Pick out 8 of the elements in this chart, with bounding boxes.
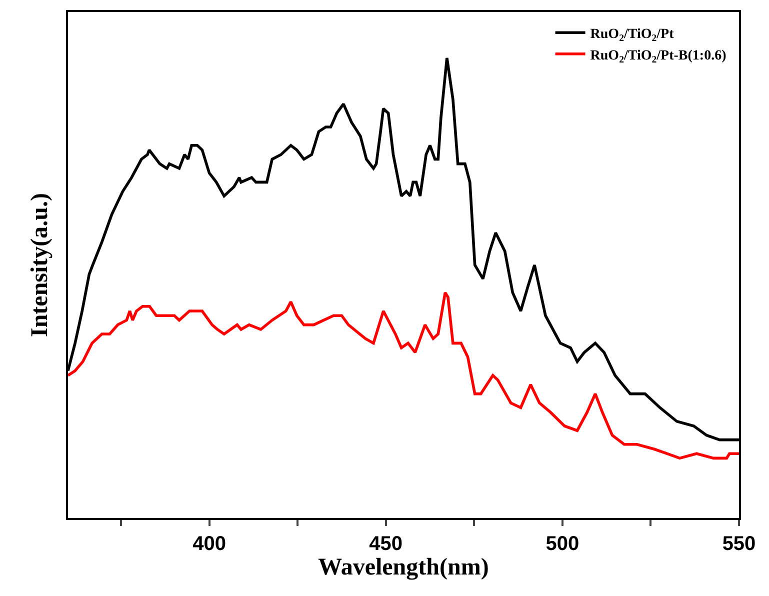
x-tick-label: 450	[369, 532, 403, 555]
x-tick-label: 400	[192, 532, 226, 555]
legend-label: RuO$_{2}$/TiO$_{2}$/Pt	[590, 27, 674, 44]
x-axis-title: Wavelength(nm)	[318, 554, 489, 581]
x-tick-label: 500	[546, 532, 580, 555]
y-axis-title: Intensity(a.u.)	[26, 192, 53, 338]
legend-label: RuO$_{2}$/TiO$_{2}$/Pt-B(1:0.6)	[590, 48, 727, 66]
x-tick-label: 550	[722, 532, 756, 555]
